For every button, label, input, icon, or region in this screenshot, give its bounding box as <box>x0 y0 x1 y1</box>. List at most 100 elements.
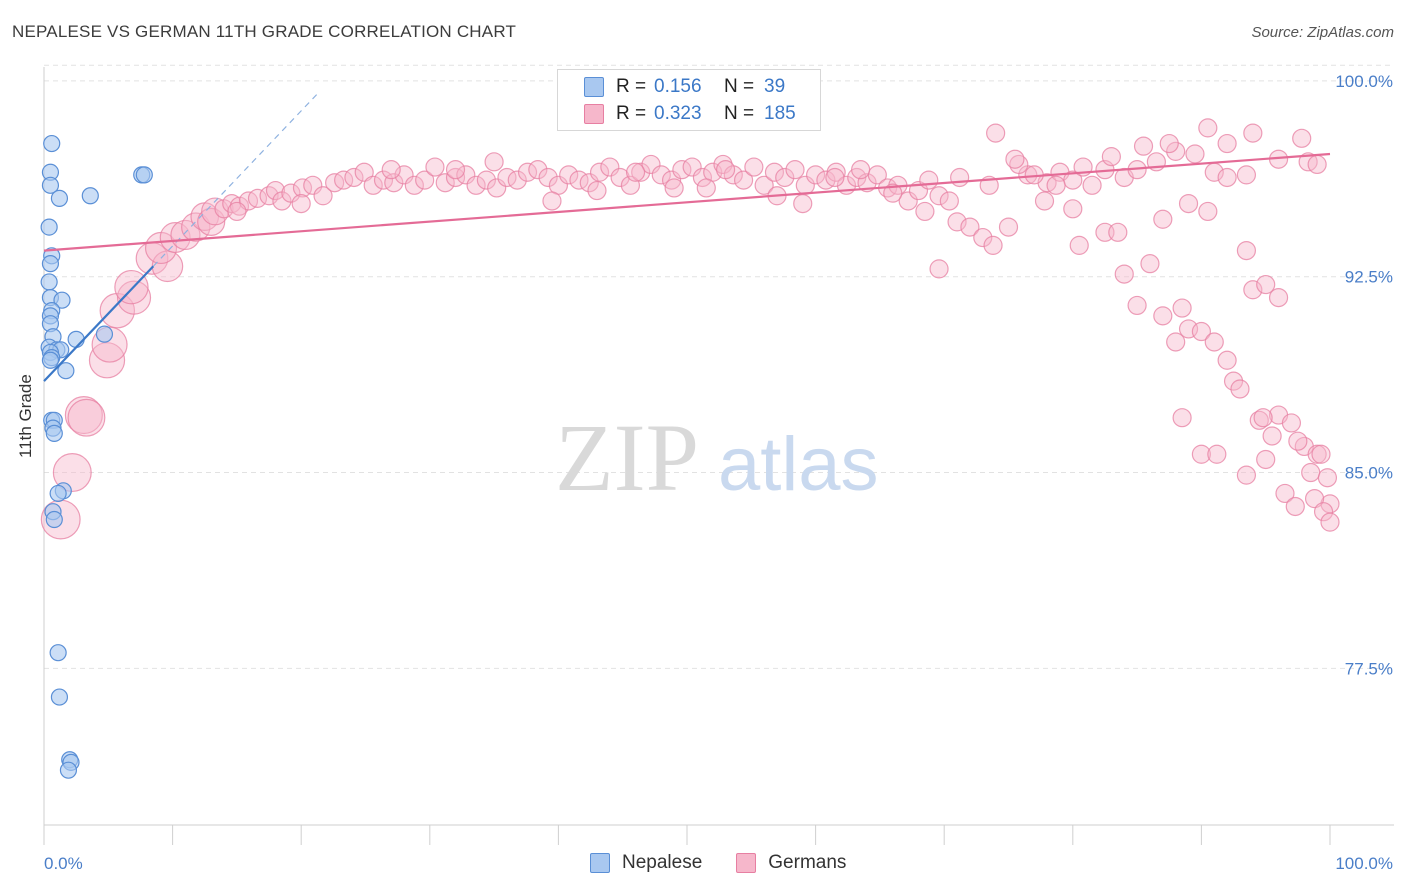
nepalese-point <box>40 273 58 291</box>
germans-point <box>159 222 191 254</box>
germans-point <box>1307 154 1327 175</box>
germans-swatch <box>584 104 604 124</box>
legend-label-nepalese: Nepalese <box>622 852 703 873</box>
germans-point <box>915 201 935 222</box>
germans-point <box>1114 264 1134 284</box>
germans-point <box>625 162 646 182</box>
germans-point <box>883 183 903 203</box>
nepalese-swatch <box>590 853 610 873</box>
germans-point <box>381 160 401 180</box>
germans-point <box>929 186 949 206</box>
r-value: 0.156 <box>654 76 702 97</box>
germans-point <box>947 212 967 232</box>
germans-points <box>40 118 1340 540</box>
germans-point <box>1153 209 1173 229</box>
germans-point <box>466 175 486 195</box>
germans-point <box>1198 118 1218 138</box>
nepalese-point <box>135 166 153 184</box>
germans-point <box>1063 199 1083 219</box>
germans-point <box>363 175 383 195</box>
germans-point <box>538 167 558 188</box>
germans-point <box>1166 332 1186 352</box>
n-value: 39 <box>764 76 786 97</box>
germans-swatch <box>736 853 757 873</box>
germans-point <box>579 173 599 193</box>
germans-point <box>528 160 548 180</box>
y-axis-label: 11th Grade <box>16 374 35 458</box>
germans-point <box>898 191 918 211</box>
germans-point <box>484 152 504 172</box>
germans-point <box>1082 175 1102 195</box>
nepalese-point <box>49 644 67 662</box>
germans-point <box>1108 222 1128 242</box>
germans-point <box>1304 489 1325 509</box>
nepalese-point <box>67 330 85 348</box>
y-tick-label: 100.0% <box>1335 72 1393 91</box>
germans-point <box>1140 254 1160 274</box>
germans-point <box>170 219 201 251</box>
germans-point <box>425 157 445 177</box>
germans-point <box>487 178 507 198</box>
germans-point <box>52 453 92 493</box>
germans-point <box>265 180 286 201</box>
germans-point <box>1288 431 1308 451</box>
germans-point <box>281 183 301 203</box>
germans-point <box>825 167 845 188</box>
germans-point <box>696 178 716 198</box>
germans-point <box>1034 191 1055 211</box>
germans-point <box>507 170 527 190</box>
germans-point <box>1301 462 1321 483</box>
germans-point <box>456 165 476 185</box>
germans-point <box>1243 123 1263 143</box>
germans-point <box>1253 408 1273 428</box>
legend-item-nepalese[interactable]: Nepalese <box>590 852 702 874</box>
germans-point <box>587 180 607 201</box>
n-label: N = <box>724 76 755 97</box>
germans-point <box>1204 332 1224 352</box>
nepalese-point <box>41 351 60 369</box>
x-tick-label: 0.0% <box>44 854 83 873</box>
germans-point <box>919 170 939 190</box>
nepalese-point <box>41 255 60 273</box>
chart-title: NEPALESE VS GERMAN 11TH GRADE CORRELATIO… <box>12 22 517 41</box>
germans-point <box>1046 175 1066 195</box>
germans-point <box>851 160 871 180</box>
germans-point <box>354 162 374 182</box>
germans-point <box>1069 235 1089 255</box>
nepalese-point <box>57 362 75 380</box>
nepalese-swatch <box>584 77 604 97</box>
germans-point <box>445 160 466 180</box>
germans-point <box>1127 295 1147 316</box>
r-label: R = <box>616 103 647 124</box>
trend-lines <box>43 94 1331 382</box>
germans-point <box>1159 133 1179 154</box>
watermark: ZIP atlas <box>555 404 879 511</box>
x-tick-label: 100.0% <box>1335 854 1393 873</box>
germans-point <box>1313 502 1334 522</box>
legend-item-germans[interactable]: Germans <box>736 852 846 874</box>
germans-trend-line <box>43 152 1331 252</box>
germans-point <box>1153 306 1173 326</box>
tick-labels: 77.5% 85.0% 92.5% 100.0% 0.0% 100.0% <box>44 72 1393 873</box>
germans-point <box>1166 141 1186 161</box>
germans-point <box>754 175 774 195</box>
germans-point <box>559 165 579 185</box>
germans-point <box>983 235 1003 255</box>
germans-point <box>291 194 311 214</box>
germans-point <box>1236 465 1257 485</box>
y-tick-label: 77.5% <box>1345 659 1393 678</box>
legend-row-germans: R = 0.323 N = 185 <box>584 102 796 126</box>
source-credit: Source: ZipAtlas.com <box>1251 24 1394 41</box>
germans-point <box>960 217 980 237</box>
grid-lines <box>44 64 1394 669</box>
germans-point <box>1191 444 1212 464</box>
germans-point <box>733 170 754 190</box>
germans-point <box>1217 167 1237 188</box>
germans-point <box>476 170 496 190</box>
nepalese-point <box>95 325 114 343</box>
germans-point <box>303 175 323 195</box>
germans-point <box>259 186 279 206</box>
germans-point <box>682 157 702 177</box>
n-value: 185 <box>764 103 796 124</box>
